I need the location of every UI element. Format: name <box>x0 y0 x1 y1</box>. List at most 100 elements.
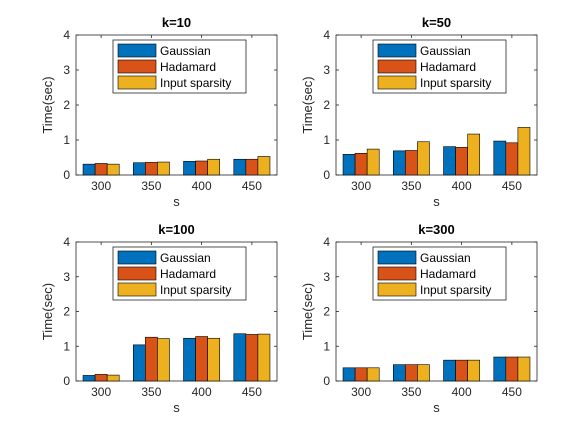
legend-entry: Gaussian <box>160 251 211 265</box>
legend-entry: Hadamard <box>160 267 216 281</box>
bar-input-sparsity-300 <box>106 163 120 176</box>
bar-gaussian-400 <box>443 146 456 176</box>
legend-entry: Hadamard <box>160 60 216 74</box>
bar-gaussian-300 <box>82 163 96 176</box>
y-tick-label: 2 <box>323 98 330 112</box>
bar-input-sparsity-450 <box>517 356 531 382</box>
legend-swatch <box>377 266 417 281</box>
y-tick-label: 2 <box>63 305 70 319</box>
y-tick-label: 3 <box>323 63 330 77</box>
bar-hadamard-300 <box>94 163 108 176</box>
legend-swatch <box>117 75 157 90</box>
bar-hadamard-450 <box>505 356 519 382</box>
bar-input-sparsity-450 <box>517 127 531 176</box>
bar-input-sparsity-400 <box>207 337 221 382</box>
bar-gaussian-400 <box>183 161 196 176</box>
bar-input-sparsity-300 <box>366 367 380 382</box>
y-tick-label: 2 <box>323 305 330 319</box>
legend-swatch <box>377 282 417 297</box>
x-tick-label: 450 <box>502 385 522 399</box>
legend-swatch <box>117 282 157 297</box>
bar-gaussian-350 <box>132 344 146 382</box>
subplot-3: k=100 0 1 2 3 4 300 350 400 450 s Time(sec) Gaussian… <box>40 222 278 415</box>
bar-input-sparsity-300 <box>106 374 120 382</box>
bar-gaussian-450 <box>233 158 247 176</box>
y-tick-label: 0 <box>323 374 330 388</box>
y-tick-label: 1 <box>323 133 330 147</box>
bar-gaussian-350 <box>392 364 406 382</box>
legend-swatch <box>117 250 157 265</box>
bar-hadamard-350 <box>405 364 418 382</box>
x-tick-label: 400 <box>192 385 212 399</box>
bar-hadamard-400 <box>455 359 468 382</box>
legend-entry: Gaussian <box>420 44 471 58</box>
legend: Gaussian Hadamard Input sparsity <box>372 246 507 301</box>
bar-hadamard-350 <box>145 162 158 176</box>
legend-entry: Input sparsity <box>420 283 491 297</box>
legend-entry: Hadamard <box>420 60 476 74</box>
bar-input-sparsity-350 <box>417 364 430 382</box>
legend-swatch <box>117 266 157 281</box>
x-tick-label: 350 <box>141 385 161 399</box>
bar-input-sparsity-350 <box>157 161 170 176</box>
bar-gaussian-450 <box>493 140 507 176</box>
y-tick-label: 3 <box>63 270 70 284</box>
legend: Gaussian Hadamard Input sparsity <box>372 39 507 94</box>
chart-title: k=100 <box>158 222 195 237</box>
legend-swatch <box>117 59 157 74</box>
legend-swatch <box>377 75 417 90</box>
subplot-4: k=300 0 1 2 3 4 300 350 400 450 s Time(sec) Gaussian… <box>300 222 538 415</box>
legend-entry: Input sparsity <box>160 283 231 297</box>
bar-hadamard-450 <box>505 142 519 176</box>
y-tick-label: 3 <box>323 270 330 284</box>
y-axis-label: Time(sec) <box>40 76 55 133</box>
legend-entry: Gaussian <box>160 44 211 58</box>
y-tick-label: 1 <box>63 339 70 353</box>
legend: Gaussian Hadamard Input sparsity <box>112 39 247 94</box>
y-tick-label: 3 <box>63 63 70 77</box>
x-tick-label: 450 <box>242 179 262 193</box>
chart-title: k=10 <box>162 15 191 30</box>
x-tick-label: 400 <box>192 179 212 193</box>
x-tick-label: 300 <box>351 385 371 399</box>
y-tick-label: 4 <box>63 235 70 249</box>
bar-hadamard-450 <box>245 334 259 382</box>
bar-gaussian-400 <box>443 359 456 382</box>
bar-hadamard-400 <box>455 147 468 176</box>
bar-hadamard-300 <box>94 374 108 382</box>
y-tick-label: 2 <box>63 98 70 112</box>
bar-input-sparsity-400 <box>207 158 221 176</box>
x-axis-label: s <box>433 194 440 209</box>
x-tick-label: 400 <box>452 179 472 193</box>
bar-hadamard-300 <box>354 153 368 176</box>
y-tick-label: 4 <box>63 28 70 42</box>
x-tick-label: 350 <box>401 385 421 399</box>
y-axis-label: Time(sec) <box>40 283 55 340</box>
chart-title: k=300 <box>418 222 455 237</box>
bar-input-sparsity-400 <box>467 359 481 382</box>
subplot-2: k=50 0 1 2 3 4 300 350 400 450 s Time(sec) Gaussian H… <box>300 15 538 209</box>
y-tick-label: 0 <box>63 374 70 388</box>
bar-hadamard-300 <box>354 367 368 382</box>
x-axis-label: s <box>173 400 180 415</box>
legend-entry: Input sparsity <box>420 76 491 90</box>
bar-hadamard-400 <box>195 160 208 176</box>
x-tick-label: 350 <box>141 179 161 193</box>
legend: Gaussian Hadamard Input sparsity <box>112 246 247 301</box>
y-tick-label: 1 <box>323 339 330 353</box>
legend-swatch <box>377 43 417 58</box>
legend-swatch <box>117 43 157 58</box>
y-tick-label: 4 <box>323 28 330 42</box>
x-tick-label: 300 <box>91 179 111 193</box>
bar-gaussian-300 <box>342 367 356 382</box>
bar-hadamard-450 <box>245 158 259 176</box>
y-tick-label: 1 <box>63 133 70 147</box>
legend-swatch <box>377 59 417 74</box>
bar-input-sparsity-450 <box>257 156 271 176</box>
bar-gaussian-300 <box>82 375 96 382</box>
x-tick-label: 300 <box>91 385 111 399</box>
bar-input-sparsity-350 <box>417 141 430 176</box>
y-tick-label: 0 <box>323 168 330 182</box>
x-tick-label: 300 <box>351 179 371 193</box>
bar-gaussian-350 <box>132 162 146 176</box>
